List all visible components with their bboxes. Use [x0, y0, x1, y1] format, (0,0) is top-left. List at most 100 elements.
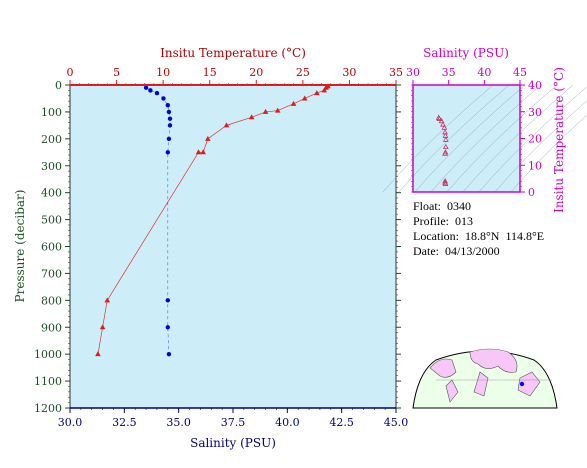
density-contour: [462, 84, 574, 193]
date-text: Date: 04/13/2000: [413, 244, 500, 258]
profile-plot: 0100200300400500600700800900100011001200…: [13, 46, 408, 450]
pressure-tick-label: 900: [41, 321, 62, 334]
pressure-tick-label: 100: [41, 106, 62, 119]
profile-plot-background: [70, 85, 396, 408]
temperature-point: [205, 135, 211, 141]
ts-point: [440, 121, 446, 127]
salinity-point: [167, 123, 173, 128]
ts-diagram-frame: [412, 84, 521, 193]
temperature-tick-label: 20: [249, 66, 263, 79]
salinity-point: [166, 351, 172, 357]
pressure-tick-label: 0: [55, 79, 62, 92]
temperature-tick-label: 10: [156, 66, 170, 79]
density-contour: [382, 84, 494, 193]
pressure-tick-label: 500: [41, 214, 62, 227]
pressure-tick-label: 400: [41, 187, 62, 200]
salinity-point: [148, 88, 153, 93]
ts-salinity-label: Salinity (PSU): [423, 46, 509, 60]
salinity-point: [143, 85, 149, 90]
pressure-tick-label: 1200: [34, 402, 62, 415]
temperature-point: [223, 122, 230, 128]
temperature-point: [195, 149, 202, 155]
ts-temperature-label: Insitu Temperature (°C): [552, 67, 566, 213]
ts-point: [442, 180, 449, 186]
salinity-axis-label: Salinity (PSU): [190, 436, 276, 450]
salinity-tick-label: 32.5: [112, 416, 137, 429]
pressure-tick-label: 800: [41, 294, 62, 307]
density-contour: [478, 86, 587, 193]
salinity-tick-label: 30.0: [58, 416, 83, 429]
map-landmasses: [429, 348, 541, 403]
temperature-tick-label: 15: [203, 66, 217, 79]
salinity-point: [166, 109, 172, 115]
salinity-tick-label: 45.0: [384, 416, 409, 429]
pressure-axis-label: Pressure (decibar): [13, 190, 27, 303]
temperature-line: [97, 86, 329, 355]
pressure-tick-label: 1100: [34, 375, 62, 388]
temperature-point: [95, 351, 101, 357]
temperature-point: [99, 324, 106, 330]
density-contour: [446, 84, 558, 193]
salinity-point: [154, 90, 160, 96]
temperature-tick-label: 30: [342, 66, 356, 79]
salinity-point: [166, 136, 172, 142]
ts-point: [442, 143, 449, 150]
pressure-tick-label: 1000: [34, 348, 62, 361]
float-location-marker: [519, 381, 525, 387]
density-contour: [430, 84, 542, 193]
salinity-tick-label: 42.5: [329, 416, 354, 429]
pressure-tick-label: 300: [41, 160, 62, 173]
ts-point: [438, 117, 445, 124]
temperature-point: [248, 114, 255, 120]
ts-salinity-tick-label: 40: [477, 66, 491, 79]
ts-temperature-tick-label: 20: [528, 133, 542, 146]
ts-temperature-tick-label: 10: [528, 159, 542, 172]
ts-density-contours: [382, 84, 587, 193]
pressure-tick-label: 200: [41, 133, 62, 146]
ts-salinity-tick-label: 35: [442, 66, 456, 79]
ts-point: [441, 124, 448, 130]
ts-point: [436, 115, 443, 121]
temperature-point: [274, 107, 281, 113]
salinity-point: [165, 325, 170, 330]
float-id-text: Float: 0340: [413, 199, 472, 213]
temperature-point: [314, 90, 320, 96]
ts-salinity-tick-label: 30: [406, 66, 420, 79]
ts-diagram-points: [435, 114, 449, 186]
temperature-point: [301, 95, 308, 101]
temperature-axis-label: Insitu Temperature (°C): [160, 46, 306, 60]
temperature-tick-label: 35: [389, 66, 403, 79]
ts-temperature-tick-label: 40: [528, 79, 542, 92]
salinity-tick-label: 40.0: [275, 416, 300, 429]
temperature-point: [321, 87, 328, 93]
temperature-point: [262, 108, 269, 114]
ts-temperature-tick-label: 0: [528, 186, 535, 199]
temperature-point: [200, 149, 206, 155]
ts-temperature-tick-label: 30: [528, 106, 542, 119]
location-map: [412, 348, 558, 409]
pressure-tick-label: 700: [41, 267, 62, 280]
pressure-tick-label: 600: [41, 241, 62, 254]
salinity-tick-label: 35.0: [166, 416, 191, 429]
profile-plot-series: [95, 83, 331, 357]
profile-plot-ticks: 0100200300400500600700800900100011001200…: [34, 66, 408, 429]
temperature-tick-label: 5: [113, 66, 120, 79]
density-contour: [494, 100, 587, 193]
density-contour: [414, 84, 526, 193]
ts-salinity-tick-label: 45: [513, 66, 527, 79]
temperature-point: [290, 100, 297, 106]
salinity-point: [165, 102, 170, 108]
temperature-tick-label: 25: [296, 66, 310, 79]
salinity-tick-label: 37.5: [221, 416, 246, 429]
ts-point: [442, 136, 449, 142]
salinity-point: [165, 298, 170, 303]
temperature-point: [104, 297, 111, 303]
salinity-point: [161, 96, 166, 101]
temperature-tick-label: 0: [67, 66, 74, 79]
ts-point: [442, 150, 448, 156]
salinity-point: [165, 150, 170, 155]
location-text: Location: 18.8°N 114.8°E: [413, 229, 545, 243]
